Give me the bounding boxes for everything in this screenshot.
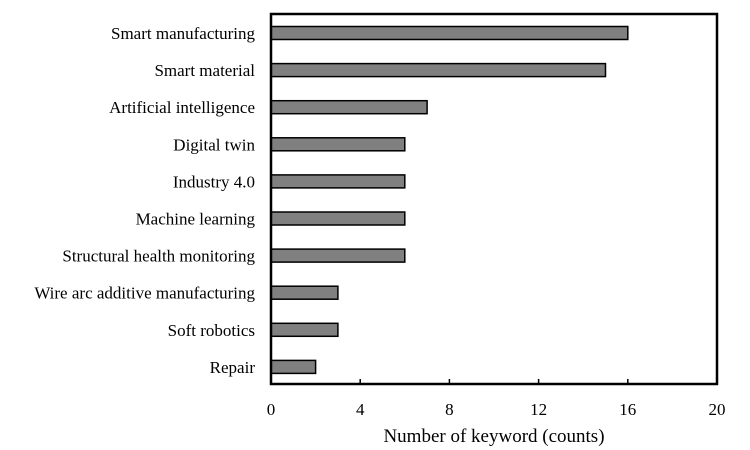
category-label: Artificial intelligence xyxy=(109,98,255,117)
x-tick-label: 16 xyxy=(619,400,636,419)
bar xyxy=(270,322,339,338)
category-label: Smart manufacturing xyxy=(111,24,255,43)
bar xyxy=(270,25,629,41)
x-tick-label: 12 xyxy=(530,400,547,419)
bar xyxy=(270,137,406,152)
category-label: Machine learning xyxy=(136,210,256,229)
bar xyxy=(270,211,406,226)
bar xyxy=(270,62,607,78)
category-label: Structural health monitoring xyxy=(62,247,255,266)
category-label: Digital twin xyxy=(173,135,255,154)
category-label: Repair xyxy=(210,358,256,377)
category-label: Soft robotics xyxy=(168,321,255,340)
bar xyxy=(270,248,406,263)
bar xyxy=(270,285,339,300)
x-tick-label: 20 xyxy=(709,400,726,419)
bars-layer xyxy=(270,25,629,375)
x-tick-label: 8 xyxy=(445,400,454,419)
bar xyxy=(270,99,428,115)
category-label: Smart material xyxy=(154,61,255,80)
category-label: Wire arc additive manufacturing xyxy=(34,284,255,303)
bar xyxy=(270,174,406,189)
category-label: Industry 4.0 xyxy=(173,172,255,191)
x-axis-ticks: 0 4 8 12 16 20 xyxy=(267,379,726,419)
category-labels: Smart manufacturing Smart material Artific… xyxy=(34,24,255,377)
x-tick-label: 0 xyxy=(267,400,276,419)
x-tick-label: 4 xyxy=(356,400,365,419)
x-axis-label: Number of keyword (counts) xyxy=(383,426,604,447)
plot-area-frame xyxy=(269,12,719,386)
bar xyxy=(270,359,317,375)
